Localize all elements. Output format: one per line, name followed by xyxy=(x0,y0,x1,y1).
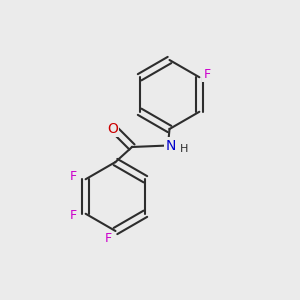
Text: O: O xyxy=(107,122,118,136)
Text: H: H xyxy=(180,143,189,154)
Text: F: F xyxy=(70,170,77,183)
Text: F: F xyxy=(70,209,77,222)
Text: F: F xyxy=(104,232,112,245)
Text: F: F xyxy=(203,68,210,81)
Text: N: N xyxy=(166,139,176,152)
